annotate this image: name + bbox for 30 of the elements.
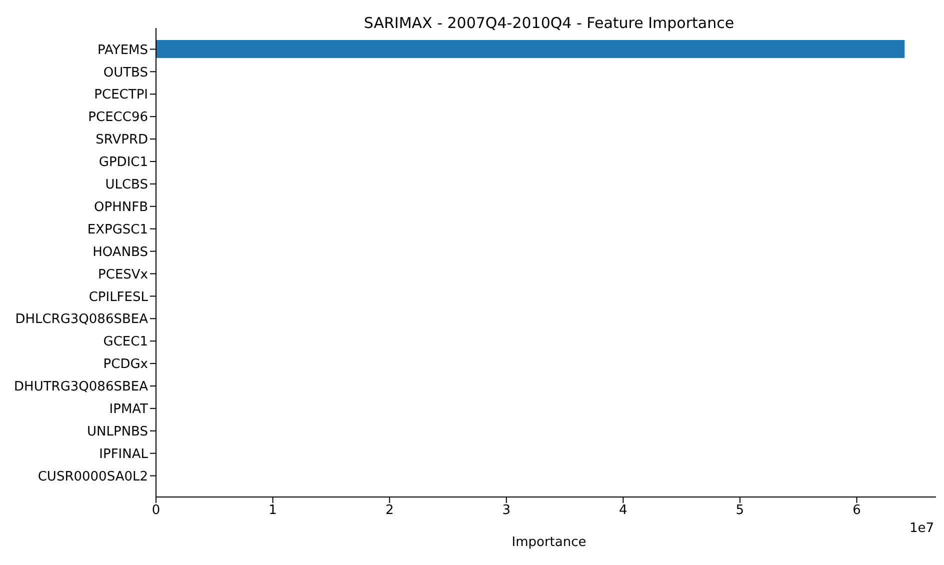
x-tick-label: 0 <box>152 503 160 518</box>
y-tick-label: IPFINAL <box>99 446 149 462</box>
y-tick-label: PCESVx <box>98 267 148 282</box>
y-tick-label: DHLCRG3Q086SBEA <box>15 312 148 328</box>
text: 1e7 <box>909 521 934 536</box>
y-tick-label: SRVPRD <box>96 132 148 148</box>
x-tick-label: 1 <box>268 503 277 518</box>
y-tick-label: PCDGx <box>103 357 148 372</box>
y-tick-label: OPHNFB <box>94 200 148 215</box>
y-tick-label: UNLPNBS <box>87 424 148 440</box>
y-tick-label: CPILFESL <box>88 290 149 305</box>
x-tick-label: 4 <box>619 503 628 518</box>
y-tick-label: IPMAT <box>109 402 148 418</box>
y-tick-label: CUSR0000SA0L2 <box>38 469 148 484</box>
y-tick-label: PAYEMS <box>97 42 148 58</box>
y-tick-label: EXPGSC1 <box>87 222 148 238</box>
y-tick-label: OUTBS <box>103 65 148 80</box>
y-tick-label: HOANBS <box>92 244 148 260</box>
y-tick-label: DHUTRG3Q086SBEA <box>14 380 148 395</box>
x-tick-label: 5 <box>736 503 744 518</box>
x-tick-label: 2 <box>385 503 394 518</box>
y-tick-label: GCEC1 <box>103 334 148 350</box>
y-tick-label: PCECC96 <box>88 110 148 126</box>
x-axis-title: Importance <box>510 535 588 550</box>
y-tick-label: PCECTPI <box>94 88 148 103</box>
y-tick-label: GPDIC1 <box>98 155 148 170</box>
y-tick-label: ULCBS <box>105 178 148 193</box>
x-tick-label: 3 <box>502 503 511 518</box>
chart-title: SARIMAX - 2007Q4-2010Q4 - Feature Importance <box>362 14 736 32</box>
x-tick-label: 6 <box>852 503 861 518</box>
